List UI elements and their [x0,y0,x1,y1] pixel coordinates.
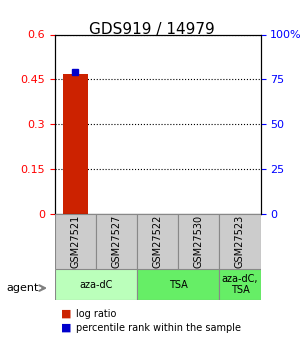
FancyBboxPatch shape [55,214,96,269]
FancyBboxPatch shape [137,269,219,300]
Text: aza-dC,
TSA: aza-dC, TSA [222,274,258,295]
Text: GSM27521: GSM27521 [70,215,80,268]
Text: GSM27530: GSM27530 [194,215,204,268]
Text: TSA: TSA [169,280,188,289]
Text: log ratio: log ratio [76,309,116,319]
Text: GDS919 / 14979: GDS919 / 14979 [88,22,215,37]
Text: ■: ■ [61,323,71,333]
Text: ■: ■ [61,309,71,319]
Text: aza-dC: aza-dC [79,280,112,289]
Text: agent: agent [6,283,38,293]
Text: GSM27527: GSM27527 [111,215,122,268]
FancyBboxPatch shape [96,214,137,269]
FancyBboxPatch shape [178,214,219,269]
Bar [63,74,88,214]
FancyBboxPatch shape [219,214,261,269]
FancyBboxPatch shape [55,269,137,300]
Text: GSM27522: GSM27522 [152,215,163,268]
Text: GSM27523: GSM27523 [235,215,245,268]
FancyBboxPatch shape [137,214,178,269]
Text: percentile rank within the sample: percentile rank within the sample [76,323,241,333]
FancyBboxPatch shape [219,269,261,300]
